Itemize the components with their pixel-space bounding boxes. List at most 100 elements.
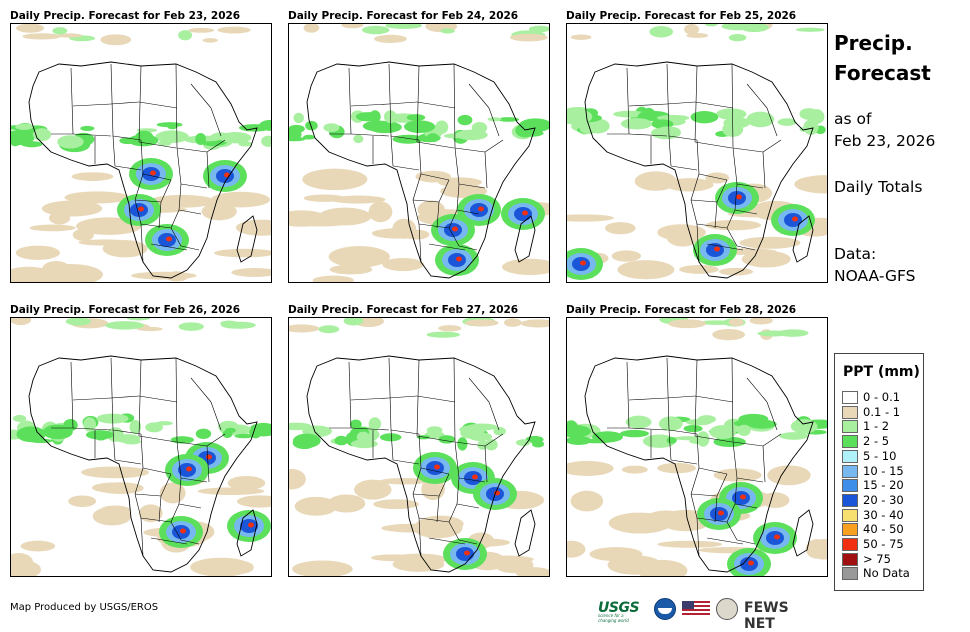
country-border xyxy=(416,359,420,437)
light-precip-area xyxy=(201,202,237,221)
precip-band xyxy=(303,134,316,140)
legend-label: 50 - 75 xyxy=(863,537,904,551)
as-of-label: as of xyxy=(834,110,872,128)
precip-band xyxy=(509,33,548,42)
precip-band xyxy=(620,118,653,130)
precip-band xyxy=(80,125,95,132)
country-border xyxy=(734,503,758,509)
country-border xyxy=(453,63,456,149)
country-border xyxy=(70,67,74,135)
precip-band xyxy=(303,24,320,33)
country-border xyxy=(458,245,478,251)
country-border xyxy=(412,493,420,519)
precip-band xyxy=(379,433,402,442)
country-border xyxy=(392,165,420,171)
country-border xyxy=(180,539,200,545)
country-border xyxy=(412,467,422,495)
legend-item: 20 - 30 xyxy=(842,493,922,507)
country-border xyxy=(468,83,490,109)
precip-band xyxy=(32,128,52,142)
product-title-line2: Forecast xyxy=(834,61,931,85)
light-precip-area xyxy=(190,557,253,576)
country-border xyxy=(690,467,700,495)
usgs-logo: USGS science for a changing world xyxy=(598,600,640,623)
legend-swatch xyxy=(842,567,858,581)
precip-band xyxy=(515,439,531,446)
country-border xyxy=(350,133,390,137)
map-panel-6: Daily Precip. Forecast for Feb 28, 2026 xyxy=(566,304,828,577)
country-border xyxy=(690,199,718,203)
light-precip-area xyxy=(236,495,271,508)
precip-band xyxy=(129,419,142,435)
light-precip-area xyxy=(312,275,354,282)
precip-band xyxy=(570,34,592,40)
precip-band xyxy=(318,325,340,334)
precip-band xyxy=(156,122,183,128)
country-border xyxy=(448,209,458,229)
country-border xyxy=(736,183,764,189)
precip-band xyxy=(374,34,407,43)
country-border xyxy=(726,227,738,247)
precip-band xyxy=(519,118,549,132)
country-border xyxy=(114,459,142,465)
country-border xyxy=(468,377,490,403)
precip-band xyxy=(362,120,395,132)
precip-band xyxy=(12,414,27,422)
country-border xyxy=(350,103,390,107)
noaa-logo xyxy=(654,598,676,620)
precip-band xyxy=(122,438,141,445)
precip-band xyxy=(567,425,591,438)
light-precip-area xyxy=(589,547,643,562)
country-border xyxy=(110,63,114,137)
precip-core xyxy=(434,464,440,470)
coastline xyxy=(792,215,814,263)
light-precip-area xyxy=(100,505,131,515)
light-precip-area xyxy=(643,520,664,528)
legend-swatch xyxy=(842,449,858,463)
country-border xyxy=(694,395,734,403)
precip-band xyxy=(658,416,683,432)
country-border xyxy=(138,141,177,149)
precip-core xyxy=(740,494,746,500)
precip-band xyxy=(716,108,747,120)
map-credit: Map Produced by USGS/EROS xyxy=(10,602,159,613)
coastline xyxy=(28,61,258,279)
country-border xyxy=(170,503,180,523)
country-border xyxy=(726,503,736,523)
light-precip-area xyxy=(794,175,827,194)
precip-band xyxy=(457,437,468,451)
country-border xyxy=(734,477,738,505)
country-border xyxy=(180,245,200,251)
legend-label: > 75 xyxy=(863,551,891,566)
country-border xyxy=(726,521,738,541)
precip-band xyxy=(220,320,238,327)
country-border xyxy=(140,433,144,469)
precip-core xyxy=(748,560,754,566)
country-border xyxy=(488,107,500,137)
precip-band xyxy=(357,426,368,432)
country-border xyxy=(456,209,480,215)
legend-label: 1 - 2 xyxy=(863,419,890,434)
country-border xyxy=(696,223,700,263)
precip-band xyxy=(239,124,271,132)
country-border xyxy=(388,395,418,399)
precip-band xyxy=(625,415,652,429)
country-border xyxy=(626,67,630,135)
light-precip-area xyxy=(68,495,97,507)
country-border xyxy=(696,433,700,469)
coastline xyxy=(28,355,258,573)
precip-band xyxy=(293,112,304,124)
country-border xyxy=(448,503,458,523)
panel-title: Daily Precip. Forecast for Feb 27, 2026 xyxy=(288,304,519,316)
country-border xyxy=(110,395,140,399)
precip-core xyxy=(186,466,192,472)
country-border xyxy=(206,139,226,153)
precip-band xyxy=(178,30,193,41)
precip-map xyxy=(288,23,550,283)
country-border xyxy=(694,359,698,437)
precip-band xyxy=(438,325,462,332)
country-border xyxy=(350,427,390,431)
precip-map xyxy=(10,317,272,577)
country-border xyxy=(206,445,210,483)
precip-band xyxy=(690,110,719,124)
